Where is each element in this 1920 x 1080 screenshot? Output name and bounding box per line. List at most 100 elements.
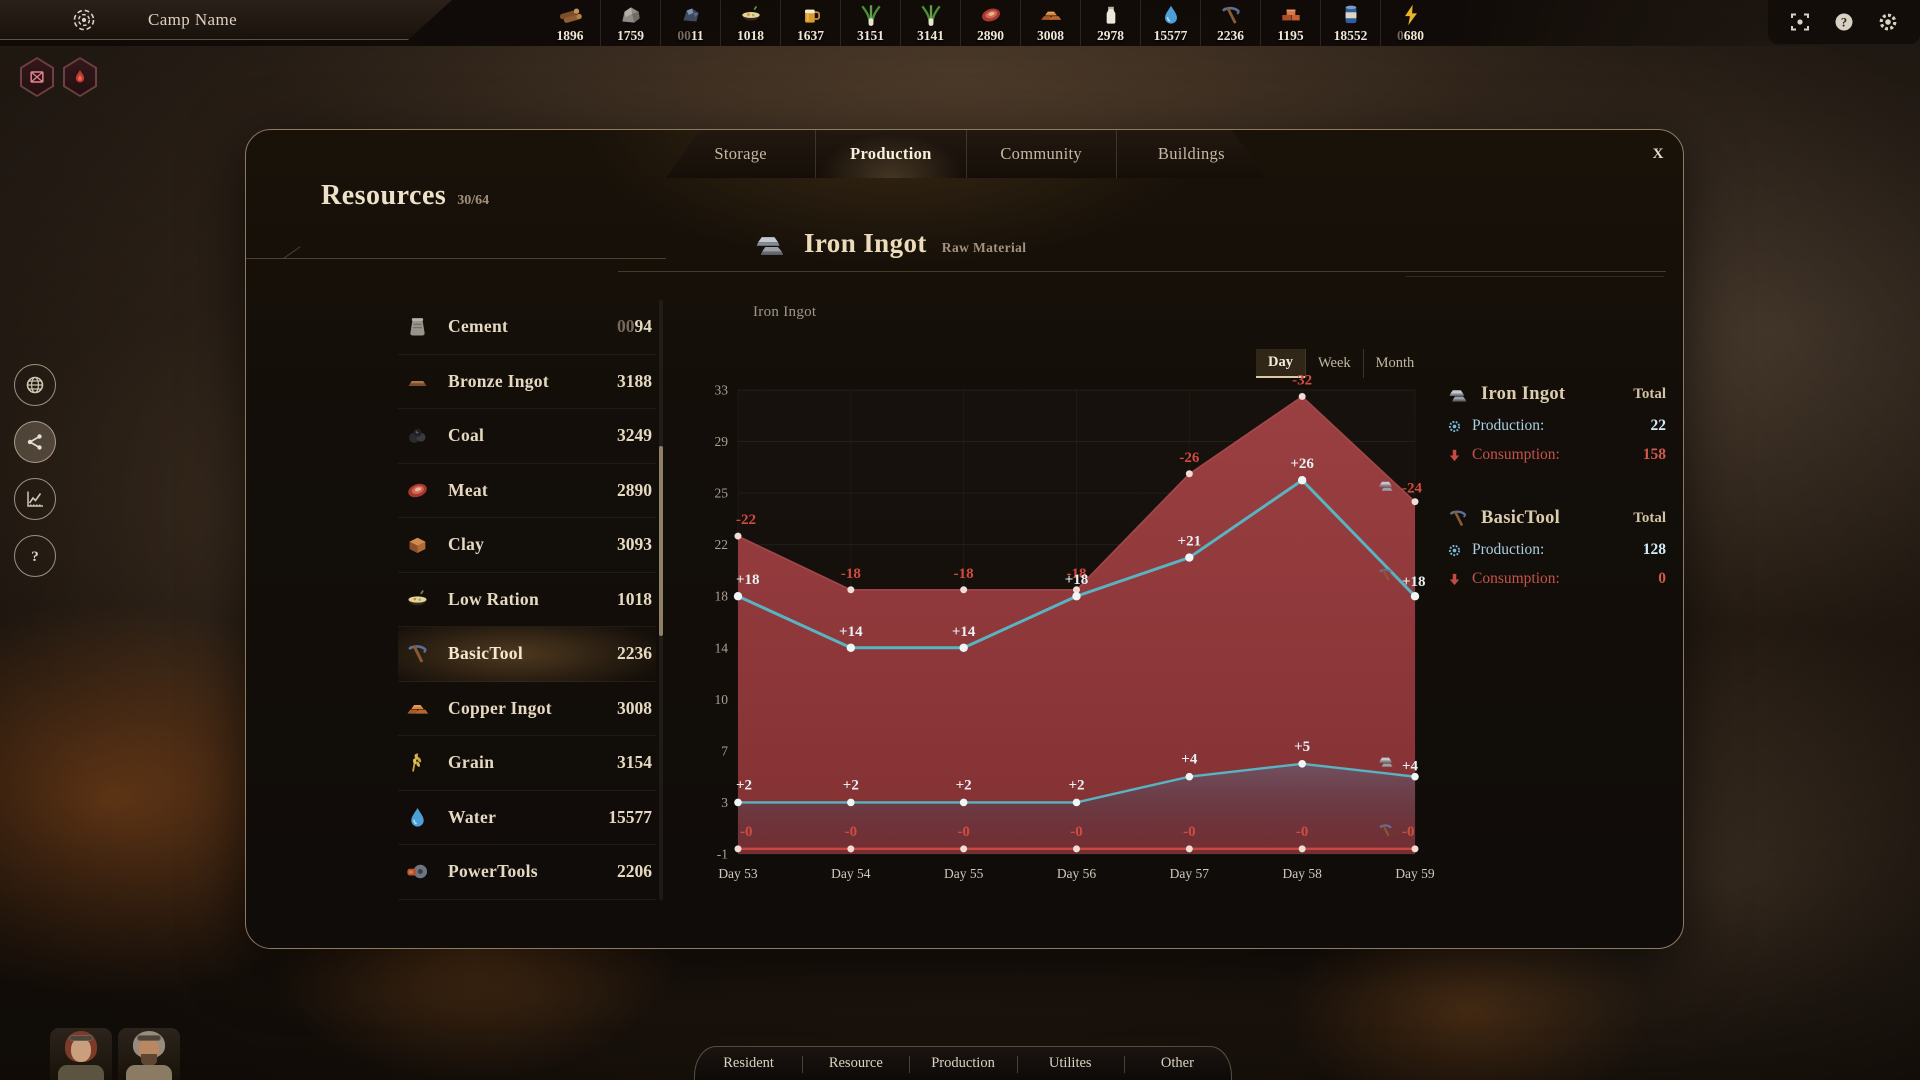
svg-text:+5: +5 <box>1294 739 1310 755</box>
topbar-resource-meat[interactable]: 2890 <box>960 0 1020 46</box>
energy-icon <box>1398 2 1424 28</box>
side-button-question[interactable]: ? <box>14 535 56 577</box>
detail-divider <box>618 271 1666 272</box>
resource-item-grain[interactable]: Grain 3154 <box>398 736 656 791</box>
resource-value: 3154 <box>617 752 652 773</box>
bottom-tab-utilites[interactable]: Utilites <box>1016 1047 1124 1080</box>
svg-text:?: ? <box>1841 16 1847 30</box>
topbar-resource-stone[interactable]: 1759 <box>600 0 660 46</box>
resource-item-cement[interactable]: Cement 0094 <box>398 300 656 355</box>
share-icon <box>23 430 47 454</box>
bottom-tab-resource[interactable]: Resource <box>802 1047 909 1080</box>
side-button-chart-line[interactable] <box>14 478 56 520</box>
tab-production[interactable]: Production <box>815 130 966 178</box>
resource-name: BasicTool <box>448 643 523 664</box>
alert-badge-crate[interactable] <box>20 57 54 97</box>
svg-text:-18: -18 <box>954 566 974 582</box>
avatar-2[interactable] <box>118 1028 180 1080</box>
down-arrow-icon <box>1446 571 1463 588</box>
resource-name: PowerTools <box>448 861 538 882</box>
meat-icon <box>404 477 431 504</box>
resource-item-basictool[interactable]: BasicTool 2236 <box>398 627 656 682</box>
close-button[interactable]: X <box>1652 145 1664 162</box>
avatar-1[interactable] <box>50 1028 112 1080</box>
fullscreen-button[interactable] <box>1788 10 1812 34</box>
bottom-tab-production[interactable]: Production <box>909 1047 1016 1080</box>
resource-count: 1637 <box>797 28 824 43</box>
svg-text:Day 57: Day 57 <box>1170 866 1210 881</box>
side-button-share[interactable] <box>14 421 56 463</box>
svg-text:-0: -0 <box>1070 824 1083 840</box>
resource-item-powertools[interactable]: PowerTools 2206 <box>398 845 656 900</box>
topbar-resource-basic-tool[interactable]: 2236 <box>1200 0 1260 46</box>
power-tools-icon <box>404 858 431 885</box>
chart-title: Iron Ingot <box>753 304 817 320</box>
gear-blue-icon <box>1446 418 1463 435</box>
help-button[interactable]: ? <box>1832 10 1856 34</box>
resource-item-water[interactable]: Water 15577 <box>398 791 656 845</box>
down-arrow-icon <box>1446 447 1463 464</box>
svg-text:+2: +2 <box>1068 777 1084 793</box>
tab-storage[interactable]: Storage <box>714 144 767 163</box>
topbar-resource-beer[interactable]: 1637 <box>780 0 840 46</box>
side-buttons: ? <box>14 364 56 592</box>
stat-total-label: Total <box>1633 509 1666 526</box>
resource-count: 18552 <box>1333 28 1368 43</box>
question-icon: ? <box>23 544 47 568</box>
tab-community[interactable]: Community <box>965 130 1116 178</box>
range-tab-month[interactable]: Month <box>1362 349 1427 378</box>
camp-plate-divider <box>0 39 452 40</box>
svg-text:+26: +26 <box>1290 456 1314 472</box>
topbar-resource-low-ration[interactable]: 1018 <box>720 0 780 46</box>
detail-title: Iron Ingot <box>804 227 927 258</box>
grain-icon <box>404 749 431 776</box>
alert-badge-flame[interactable] <box>63 57 97 97</box>
water-icon <box>1158 2 1184 28</box>
resource-list-scrollbar[interactable] <box>659 300 663 900</box>
scrollbar-thumb[interactable] <box>659 446 663 636</box>
resource-value: 0094 <box>617 316 652 337</box>
resource-value: 2236 <box>617 643 652 664</box>
range-tab-week[interactable]: Week <box>1304 349 1363 378</box>
resource-value: 3188 <box>617 370 652 391</box>
resources-count: 30/64 <box>457 193 490 208</box>
resource-name: Cement <box>448 316 509 337</box>
beer-icon <box>798 2 824 28</box>
topbar-resource-water[interactable]: 15577 <box>1140 0 1200 46</box>
topbar-resource-leek[interactable]: 3141 <box>900 0 960 46</box>
resource-item-meat[interactable]: Meat 2890 <box>398 464 656 518</box>
topbar-resource-canned-food[interactable]: 18552 <box>1320 0 1380 46</box>
header-divider-accent <box>283 246 301 259</box>
resource-value: 3008 <box>617 697 652 718</box>
svg-text:+18: +18 <box>1402 574 1426 590</box>
resource-item-low-ration[interactable]: Low Ration 1018 <box>398 573 656 627</box>
tab-buildings[interactable]: Buildings <box>1115 130 1266 178</box>
resource-item-coal[interactable]: Coal 3249 <box>398 409 656 464</box>
water-icon <box>404 804 431 831</box>
svg-text:+14: +14 <box>952 624 976 640</box>
camp-name-plate[interactable]: Camp Name <box>0 0 452 40</box>
svg-text:-0: -0 <box>845 824 858 840</box>
topbar-resource-energy[interactable]: 0680 <box>1380 0 1440 46</box>
side-button-globe[interactable] <box>14 364 56 406</box>
svg-text:+18: +18 <box>1065 572 1089 588</box>
svg-text:-0: -0 <box>957 824 970 840</box>
resource-count: 2890 <box>977 28 1004 43</box>
resource-item-bronze-ingot[interactable]: Bronze Ingot 3188 <box>398 355 656 409</box>
resource-name: Water <box>448 806 497 827</box>
chart-svg: 33 29 25 22 18 14 10 7 3 -1 -22 -18 -18 -18 -26 -32 -24 -… <box>715 372 1435 881</box>
topbar-resource-copper-ingot[interactable]: 3008 <box>1020 0 1080 46</box>
topbar-resource-milk[interactable]: 2978 <box>1080 0 1140 46</box>
range-tab-day[interactable]: Day <box>1256 349 1305 378</box>
low-ration-icon <box>404 586 431 613</box>
topbar-resource-bricks[interactable]: 1195 <box>1260 0 1320 46</box>
resource-item-copper-ingot[interactable]: Copper Ingot 3008 <box>398 682 656 736</box>
settings-button[interactable] <box>1876 10 1900 34</box>
resource-item-clay[interactable]: Clay 3093 <box>398 518 656 573</box>
bottom-tab-resident[interactable]: Resident <box>723 1055 774 1071</box>
topbar-resource-iron-ore[interactable]: 0011 <box>660 0 720 46</box>
bottom-tab-other[interactable]: Other <box>1123 1047 1231 1080</box>
topbar-resource-leek[interactable]: 3151 <box>840 0 900 46</box>
svg-text:18: 18 <box>715 589 729 604</box>
topbar-resource-wood[interactable]: 1896 <box>540 0 600 46</box>
